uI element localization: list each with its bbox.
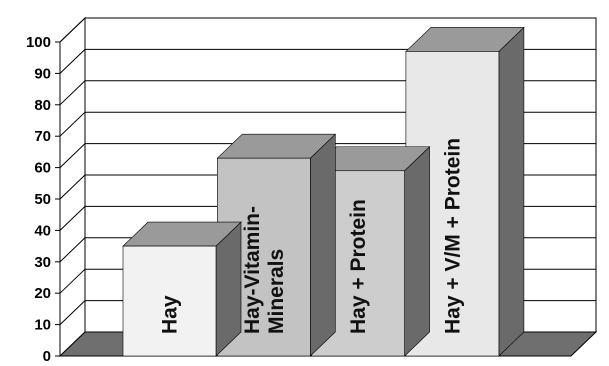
bar-front [122,245,217,357]
y-tick-label: 40 [34,222,51,239]
bar-side [498,26,525,357]
y-tick-label: 70 [34,128,51,145]
bar-label-group: Hay [159,295,182,334]
y-axis: 0 10 20 30 40 50 60 70 80 90 100 [26,34,61,365]
bar-label-group: Hay + Protein [347,199,370,334]
bar-label: Minerals [265,249,288,334]
y-tick-label: 20 [34,285,51,302]
y-tick-label: 90 [34,65,51,82]
bar-label-group: Hay-Vitamin- Minerals [241,206,288,334]
y-tick-label: 10 [34,317,51,334]
y-tick-label: 30 [34,254,51,271]
bars [122,26,525,357]
bar-label: Hay [159,295,182,334]
y-tick-label: 50 [34,191,51,208]
bar-label: Hay + Protein [347,199,370,334]
gridline [59,17,596,43]
y-tick-label: 100 [26,34,51,51]
bar-side [404,146,430,357]
y-tick-label: 80 [34,97,51,114]
bar-labels: Hay Hay-Vitamin- Minerals Hay + Protein Hay … [159,138,465,334]
y-tick-label: 0 [43,348,51,365]
bar-label: Hay-Vitamin- [241,206,264,334]
y-tick-label: 60 [34,160,51,177]
bar-label: Hay + V/M + Protein [441,138,464,334]
bar-label-group: Hay + V/M + Protein [441,138,464,334]
bar-side [309,133,336,357]
